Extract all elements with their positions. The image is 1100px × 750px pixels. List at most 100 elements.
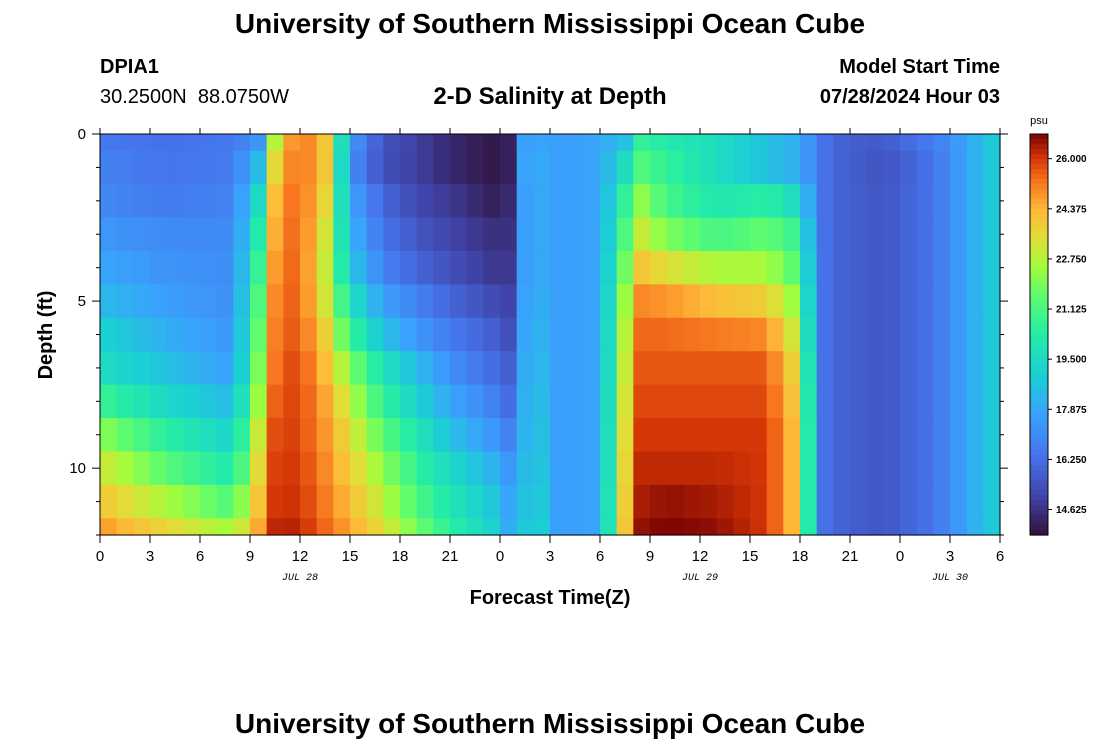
heatmap-cell — [950, 317, 968, 352]
heatmap-cell — [500, 484, 518, 519]
heatmap-cell — [550, 150, 568, 185]
x-date-label: JUL 28 — [282, 573, 318, 584]
heatmap-cell — [633, 134, 651, 152]
heatmap-cell — [833, 184, 851, 219]
colorbar-segment — [1030, 244, 1048, 250]
heatmap-cell — [500, 518, 518, 536]
heatmap-cell — [800, 250, 818, 285]
colorbar-segment — [1030, 344, 1048, 351]
heatmap-cell — [883, 217, 901, 252]
heatmap-cell — [750, 418, 768, 453]
heatmap-cell — [483, 150, 501, 185]
heatmap-cell — [400, 484, 418, 519]
heatmap-cell — [600, 134, 618, 152]
heatmap-cell — [950, 150, 968, 185]
heatmap-cell — [466, 351, 484, 386]
heatmap-cell — [766, 217, 784, 252]
heatmap-cell — [416, 418, 434, 453]
x-tick-label: 9 — [246, 548, 254, 565]
heatmap-cell — [383, 451, 401, 486]
heatmap-cell — [833, 484, 851, 519]
heatmap-cell — [300, 317, 318, 352]
heatmap-cell — [900, 418, 918, 453]
heatmap-cell — [266, 134, 284, 152]
colorbar-tick-label: 22.750 — [1056, 254, 1087, 265]
heatmap-cell — [950, 518, 968, 536]
heatmap-cell — [883, 384, 901, 419]
heatmap-cell — [583, 351, 601, 386]
heatmap-cell — [300, 484, 318, 519]
heatmap-cell — [116, 451, 134, 486]
heatmap-cell — [200, 384, 218, 419]
heatmap-cell — [466, 134, 484, 152]
heatmap-cell — [133, 418, 151, 453]
colorbar-segment — [1030, 194, 1048, 200]
heatmap-cell — [966, 418, 984, 453]
heatmap-cell — [133, 451, 151, 486]
heatmap-cell — [916, 284, 934, 319]
heatmap-cell — [966, 284, 984, 319]
heatmap-cell — [183, 518, 201, 536]
heatmap-cell — [133, 217, 151, 252]
heatmap-cell — [600, 284, 618, 319]
heatmap-cell — [233, 518, 251, 536]
heatmap-cell — [116, 518, 134, 536]
heatmap-cell — [916, 484, 934, 519]
heatmap-cell — [800, 384, 818, 419]
colorbar-segment — [1030, 249, 1048, 255]
heatmap-cell — [633, 184, 651, 219]
heatmap-cell — [983, 134, 1001, 152]
heatmap-cell — [716, 217, 734, 252]
heatmap-cell — [450, 518, 468, 536]
heatmap-cell — [533, 484, 551, 519]
heatmap-cell — [983, 451, 1001, 486]
heatmap-cell — [350, 518, 368, 536]
heatmap-cell — [400, 134, 418, 152]
heatmap-cell — [950, 418, 968, 453]
heatmap-cell — [700, 284, 718, 319]
heatmap-cell — [333, 250, 351, 285]
heatmap-cell — [533, 518, 551, 536]
heatmap-cell — [350, 484, 368, 519]
heatmap-cell — [766, 384, 784, 419]
heatmap-cell — [550, 351, 568, 386]
colorbar-segment — [1030, 464, 1048, 471]
heatmap-cell — [300, 284, 318, 319]
colorbar-segment — [1030, 229, 1048, 235]
heatmap-cell — [816, 518, 834, 536]
colorbar-segment — [1030, 349, 1048, 356]
heatmap-cell — [233, 484, 251, 519]
x-axis-title: Forecast Time(Z) — [470, 587, 631, 609]
heatmap-cell — [383, 518, 401, 536]
heatmap-cell — [533, 217, 551, 252]
heatmap-cell — [183, 217, 201, 252]
heatmap-cell — [416, 217, 434, 252]
heatmap-cell — [566, 451, 584, 486]
colorbar-tick-label: 16.250 — [1056, 455, 1087, 466]
heatmap-cell — [850, 451, 868, 486]
heatmap-cell — [866, 250, 884, 285]
heatmap-cell — [833, 284, 851, 319]
heatmap-cell — [116, 384, 134, 419]
heatmap-cell — [200, 284, 218, 319]
heatmap-cell — [750, 150, 768, 185]
heatmap-cell — [433, 484, 451, 519]
colorbar-segment — [1030, 179, 1048, 185]
colorbar-segment — [1030, 204, 1048, 210]
heatmap-cell — [616, 317, 634, 352]
heatmap-cell — [150, 317, 168, 352]
heatmap-cell — [516, 418, 534, 453]
heatmap-cell — [216, 217, 234, 252]
heatmap-cell — [400, 384, 418, 419]
heatmap-cell — [566, 418, 584, 453]
heatmap-cell — [633, 150, 651, 185]
heatmap-cell — [800, 184, 818, 219]
heatmap-cell — [700, 351, 718, 386]
colorbar-segment — [1030, 484, 1048, 491]
heatmap-cell — [800, 484, 818, 519]
heatmap-cell — [966, 518, 984, 536]
heatmap-cell — [866, 284, 884, 319]
heatmap-cell — [350, 317, 368, 352]
colorbar-segment — [1030, 324, 1048, 331]
heatmap-cell — [200, 317, 218, 352]
